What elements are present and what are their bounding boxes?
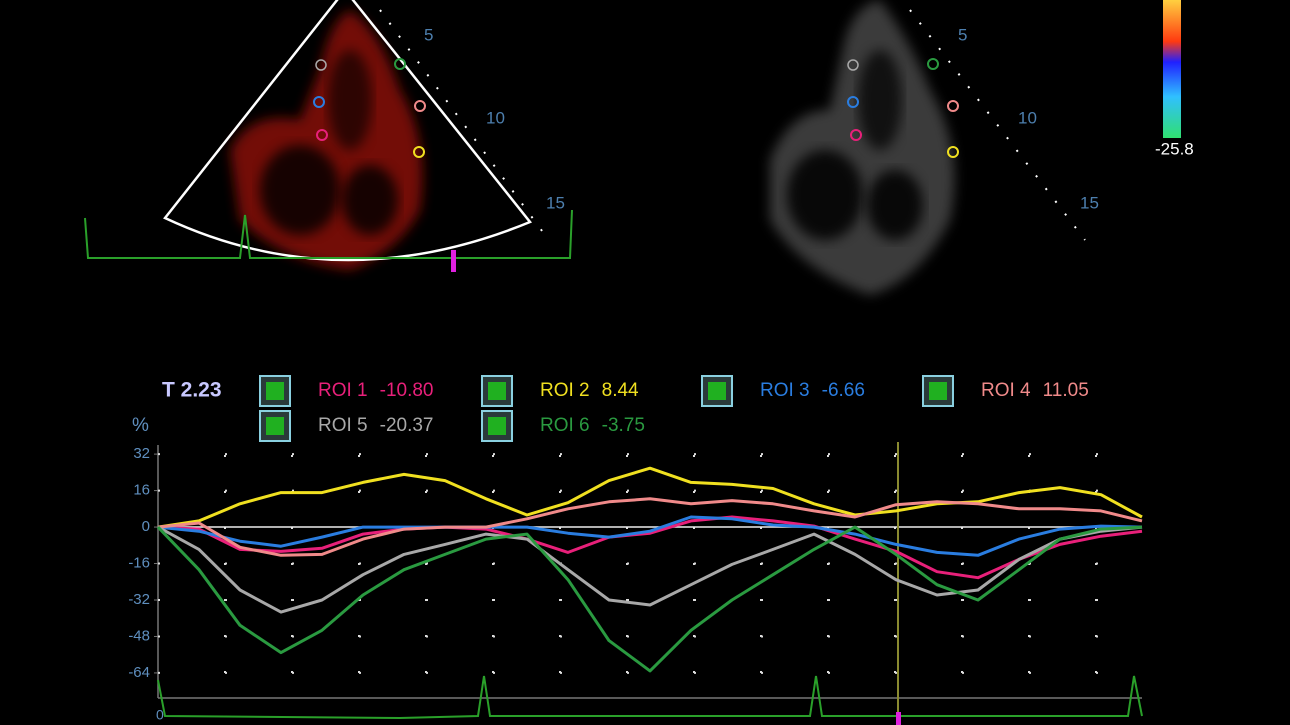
depth-label: 10 <box>486 108 505 127</box>
legend-swatch <box>488 417 506 435</box>
y-tick-label: 0 <box>142 518 150 535</box>
legend-readout: -6.66 <box>822 380 865 401</box>
legend-name: ROI 2 <box>540 380 590 401</box>
strain-line <box>157 525 1143 614</box>
legend-readout: -3.75 <box>602 415 645 436</box>
colorbar-label: -25.8 <box>1155 139 1194 158</box>
ecg-marker <box>896 712 901 725</box>
y-tick-label: 16 <box>133 482 150 499</box>
legend-readout: 11.05 <box>1043 380 1089 401</box>
legend-swatch <box>266 417 284 435</box>
legend-swatch <box>929 382 947 400</box>
depth-label: 5 <box>958 25 967 44</box>
legend-swatch <box>266 382 284 400</box>
strain-line <box>156 525 1143 673</box>
legend-swatch <box>488 382 506 400</box>
legend-swatch <box>708 382 726 400</box>
y-tick-label: -64 <box>128 664 150 681</box>
legend-readout: -20.37 <box>380 415 434 436</box>
legend-readout: 8.44 <box>602 380 639 401</box>
strain-line <box>157 515 1143 557</box>
strain-line <box>157 466 1143 529</box>
legend-name: ROI 4 <box>981 380 1031 401</box>
legend-readout: -10.80 <box>380 380 434 401</box>
legend-name: ROI 3 <box>760 380 810 401</box>
ecg-trace <box>157 675 1143 720</box>
y-tick-label: 32 <box>133 445 150 462</box>
colorbar <box>1163 0 1181 138</box>
depth-label: 5 <box>424 25 433 44</box>
legend-name: ROI 1 <box>318 380 368 401</box>
y-tick-label: -32 <box>128 591 150 608</box>
strain-line <box>157 497 1143 557</box>
y-tick-label: -16 <box>128 554 150 571</box>
legend-name: ROI 5 <box>318 415 368 436</box>
depth-label: 15 <box>1080 193 1099 212</box>
depth-label: 15 <box>546 193 565 212</box>
strain-line <box>157 515 1143 580</box>
legend-toggle[interactable] <box>481 375 513 407</box>
y-axis-label: % <box>132 415 149 436</box>
echo-color-image <box>84 0 573 272</box>
echo-gray-image <box>770 0 1086 295</box>
time-label: T 2.23 <box>162 379 222 402</box>
depth-label: 10 <box>1018 108 1037 127</box>
strain-chart: 32 16 0 -16 -32 -48 -64 ROI 1 -10.80 ROI 2 8.44 ROI… <box>128 375 1143 725</box>
legend-name: ROI 6 <box>540 415 590 436</box>
x-start-label: 0 <box>156 707 164 723</box>
y-tick-label: -48 <box>128 627 150 644</box>
